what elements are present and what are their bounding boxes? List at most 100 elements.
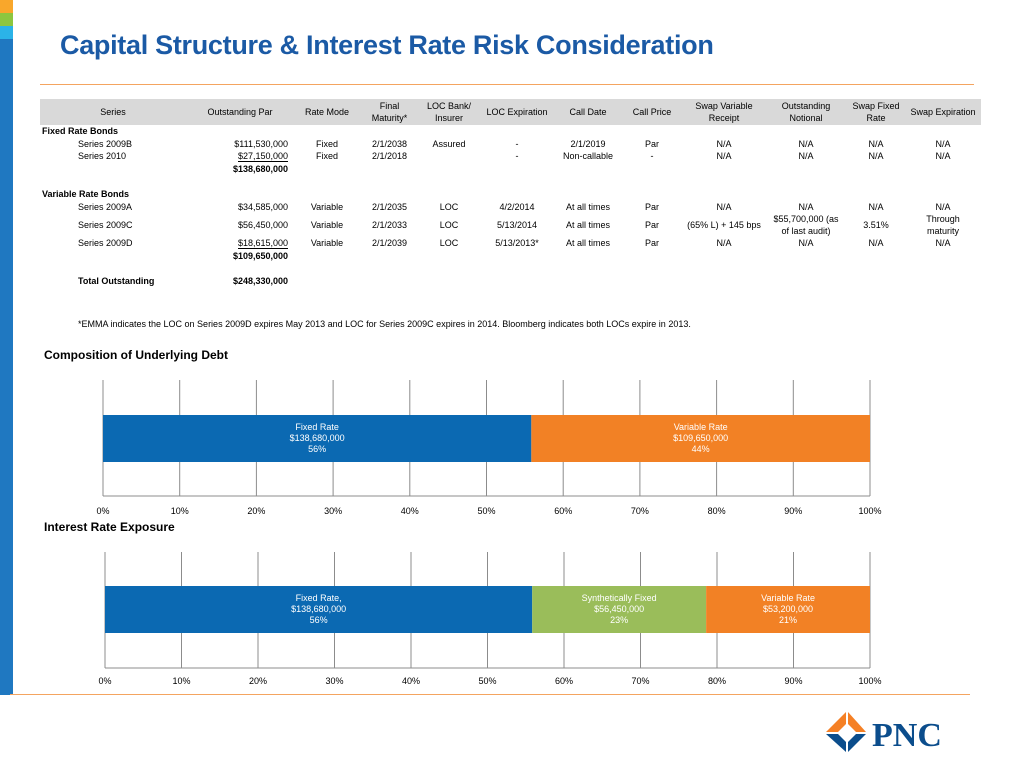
cell-series: Series 2009A xyxy=(78,201,133,212)
col-header: Call Date xyxy=(555,99,621,125)
cell: - xyxy=(650,151,654,162)
cell: LOC xyxy=(439,238,459,249)
col-header: Outstanding Notional xyxy=(765,99,847,125)
x-tick-label: 20% xyxy=(247,506,265,516)
cell-par: $111,530,000 xyxy=(234,138,288,149)
table-row: Series 2010 $27,150,000 Fixed 2/1/2018 -… xyxy=(40,150,981,163)
cell: Non-callable xyxy=(562,151,614,162)
cell-series: Series 2010 xyxy=(78,151,127,162)
x-tick-label: 10% xyxy=(171,506,189,516)
x-tick-label: 70% xyxy=(631,506,649,516)
data-label: Fixed Rate xyxy=(295,422,339,432)
bond-table: Series Outstanding Par Rate Mode Final M… xyxy=(40,99,981,288)
chart-title-composition: Composition of Underlying Debt xyxy=(44,348,228,362)
cell: N/A xyxy=(935,151,951,162)
data-label: $56,450,000 xyxy=(594,604,644,614)
data-label: $53,200,000 xyxy=(763,604,813,614)
title-divider xyxy=(40,84,974,85)
cell: 5/13/2013* xyxy=(495,238,539,249)
col-header: LOC Bank/ Insurer xyxy=(419,99,479,125)
total-value: $248,330,000 xyxy=(232,276,288,287)
pnc-logo-text: PNC xyxy=(872,717,942,754)
cell: N/A xyxy=(935,238,951,249)
x-tick-label: 30% xyxy=(324,506,342,516)
composition-chart-svg: 0% 10% 20% 30% 40% 50% 60% 70% 80% 90% 100% Fixed R… xyxy=(96,380,882,516)
subtotal-row: $109,650,000 xyxy=(40,250,981,263)
cell: N/A xyxy=(798,201,814,212)
page-title: Capital Structure & Interest Rate Risk C… xyxy=(60,30,714,60)
x-tick-label: 40% xyxy=(402,676,420,686)
x-tick-label: 100% xyxy=(858,676,881,686)
cell: Par xyxy=(644,201,659,212)
cell: 2/1/2018 xyxy=(371,151,408,162)
data-label: 56% xyxy=(310,615,328,625)
table-header-row: Series Outstanding Par Rate Mode Final M… xyxy=(40,99,981,125)
x-tick-label: 80% xyxy=(708,506,726,516)
x-tick-label: 50% xyxy=(477,506,495,516)
cell: Fixed xyxy=(315,138,338,149)
cell: Par xyxy=(644,220,659,230)
cell-par: $27,150,000 xyxy=(186,150,294,163)
cell: N/A xyxy=(716,238,732,249)
accent-square-orange xyxy=(0,0,13,13)
cell: Fixed xyxy=(315,151,338,162)
cell-series: Series 2009C xyxy=(78,220,133,230)
cell: - xyxy=(515,138,519,149)
x-tick-label: 20% xyxy=(249,676,267,686)
cell: Variable xyxy=(310,238,344,249)
x-tick-label: 10% xyxy=(172,676,190,686)
col-header: Final Maturity* xyxy=(360,99,419,125)
cell: Variable xyxy=(310,201,344,212)
cell: 2/1/2019 xyxy=(570,138,606,149)
x-tick-label: 90% xyxy=(784,676,802,686)
composition-chart: 0% 10% 20% 30% 40% 50% 60% 70% 80% 90% 100% Fixed R… xyxy=(0,378,1000,528)
x-tick-label: 50% xyxy=(478,676,496,686)
cell: Par xyxy=(644,138,659,149)
section-label-variable: Variable Rate Bonds xyxy=(42,189,130,200)
data-label: Synthetically Fixed xyxy=(582,593,657,603)
table-row: Series 2009D $18,615,000 Variable 2/1/20… xyxy=(40,237,981,250)
x-tick-label: 0% xyxy=(98,676,111,686)
cell: LOC xyxy=(439,201,459,212)
data-label: Variable Rate xyxy=(761,593,815,603)
data-label: $138,680,000 xyxy=(290,433,345,443)
cell: N/A xyxy=(868,201,884,212)
total-label: Total Outstanding xyxy=(78,276,155,287)
par-value: $27,150,000 xyxy=(237,151,288,163)
cell: LOC xyxy=(439,220,459,230)
cell: N/A xyxy=(716,201,732,212)
x-tick-label: 100% xyxy=(858,506,881,516)
table-row: Series 2009B $111,530,000 Fixed 2/1/2038… xyxy=(40,138,981,151)
bar-segment xyxy=(103,415,532,462)
cell: N/A xyxy=(798,238,814,249)
cell: Assured xyxy=(432,138,466,149)
exposure-chart: 0% 10% 20% 30% 40% 50% 60% 70% 80% 90% 100% Fixed R… xyxy=(0,550,1000,700)
cell: 5/13/2014 xyxy=(496,220,538,230)
data-label: 21% xyxy=(779,615,797,625)
par-value: $18,615,000 xyxy=(237,238,288,250)
data-label: $109,650,000 xyxy=(673,433,728,443)
cell: 2/1/2035 xyxy=(371,201,408,212)
data-label: 44% xyxy=(692,444,710,454)
cell-swap-expiration: Through maturity xyxy=(926,214,960,236)
bar-segment xyxy=(105,586,533,633)
cell: N/A xyxy=(935,138,951,149)
data-label: 56% xyxy=(308,444,326,454)
x-tick-label: 70% xyxy=(631,676,649,686)
cell: Variable xyxy=(310,220,344,230)
col-header: LOC Expiration xyxy=(479,99,555,125)
cell xyxy=(419,150,479,163)
cell: At all times xyxy=(565,201,610,212)
x-tick-label: 90% xyxy=(784,506,802,516)
bar-segment xyxy=(706,586,870,633)
cell-series: Series 2009B xyxy=(78,138,133,149)
cell: - xyxy=(515,151,519,162)
cell: N/A xyxy=(798,151,814,162)
pnc-logo: PNC xyxy=(826,712,942,754)
cell-series: Series 2009D xyxy=(78,238,133,249)
data-label: 23% xyxy=(610,615,628,625)
cell: N/A xyxy=(868,238,884,249)
bar-segment xyxy=(531,415,870,462)
col-header: Call Price xyxy=(621,99,683,125)
x-tick-label: 0% xyxy=(96,506,109,516)
